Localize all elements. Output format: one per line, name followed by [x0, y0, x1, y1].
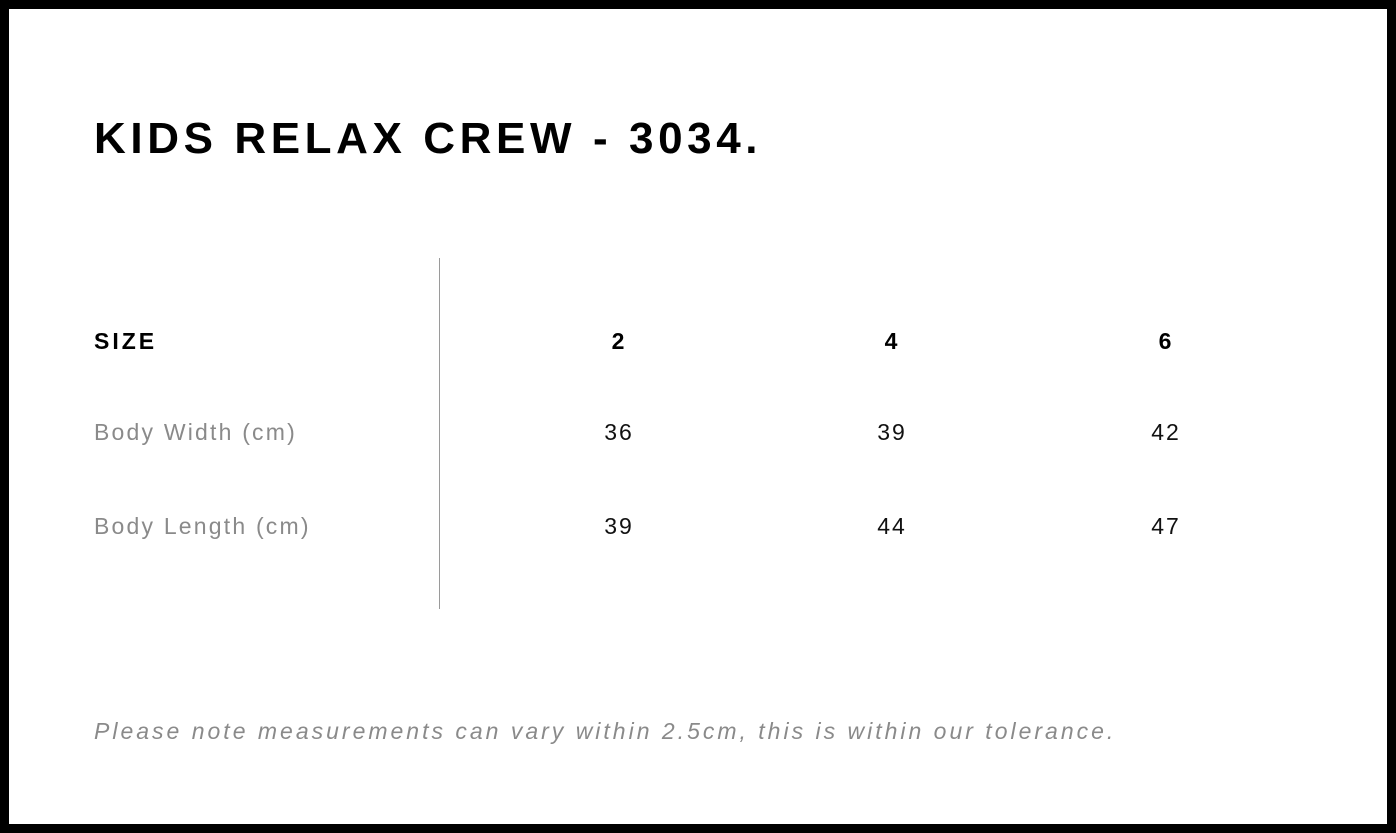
size-header-cell: 2: [611, 328, 627, 354]
size-header-cell: 6: [1158, 328, 1174, 354]
row-label: Body Length (cm): [94, 513, 311, 539]
size-header-cell: 4: [884, 328, 900, 354]
table-cell: 44: [877, 513, 907, 539]
size-header-label: SIZE: [94, 328, 158, 354]
table-row: Body Width (cm) 36 39 42: [9, 417, 1387, 447]
page-title: KIDS RELAX CREW - 3034.: [94, 114, 763, 163]
size-chart-card: KIDS RELAX CREW - 3034. SIZE 2 4 6 Body …: [9, 9, 1387, 824]
table-cell: 36: [604, 419, 634, 445]
column-divider: [439, 258, 440, 609]
table-cell: 39: [604, 513, 634, 539]
table-header-row: SIZE 2 4 6: [9, 326, 1387, 356]
table-row: Body Length (cm) 39 44 47: [9, 511, 1387, 541]
row-label: Body Width (cm): [94, 419, 297, 445]
table-cell: 42: [1151, 419, 1181, 445]
table-cell: 47: [1151, 513, 1181, 539]
table-cell: 39: [877, 419, 907, 445]
tolerance-note: Please note measurements can vary within…: [94, 718, 1117, 744]
